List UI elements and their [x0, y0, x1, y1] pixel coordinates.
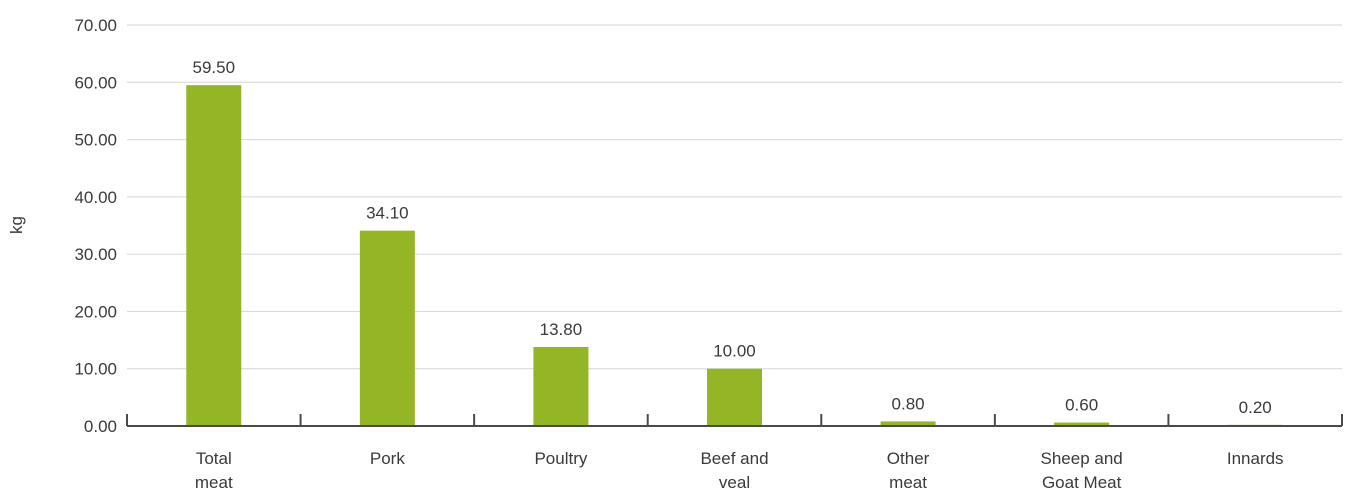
- bar: [359, 230, 415, 426]
- bar: [186, 85, 242, 427]
- gridlines: [127, 24, 1342, 370]
- bar: [880, 421, 936, 426]
- x-category-label: Beef and veal: [700, 449, 768, 492]
- x-category-label-line: meat: [195, 473, 233, 492]
- y-tick-label: 30.00: [74, 245, 117, 264]
- x-category-label-line: Innards: [1227, 449, 1284, 468]
- x-axis-ticks: [126, 414, 1343, 426]
- data-label: 0.60: [1065, 396, 1098, 415]
- data-labels: 59.50 34.10 13.80 10.00 0.80 0.60 0.20: [193, 58, 1272, 417]
- x-category-label: Innards: [1227, 449, 1284, 468]
- bar: [533, 346, 589, 426]
- y-axis-title: kg: [7, 216, 26, 234]
- y-tick-label: 40.00: [74, 188, 117, 207]
- x-category-label-line: Beef and: [700, 449, 768, 468]
- y-tick-label: 0.00: [84, 417, 117, 436]
- data-label: 59.50: [193, 58, 236, 77]
- x-category-label-line: veal: [719, 473, 750, 492]
- data-label: 0.80: [892, 394, 925, 413]
- x-category-label-line: Sheep and: [1041, 449, 1123, 468]
- x-category-label: Other meat: [887, 449, 930, 492]
- data-label: 0.20: [1239, 398, 1272, 417]
- data-label: 10.00: [713, 342, 756, 361]
- x-category-label: Pork: [370, 449, 405, 468]
- bar: [707, 368, 762, 426]
- y-tick-label: 60.00: [74, 73, 117, 92]
- bar: [1054, 422, 1110, 426]
- y-tick-label: 70.00: [74, 16, 117, 35]
- x-category-label-line: Total: [196, 449, 232, 468]
- x-category-label-line: meat: [889, 473, 927, 492]
- data-label: 13.80: [540, 320, 583, 339]
- x-category-label-line: Poultry: [534, 449, 587, 468]
- data-label: 34.10: [366, 204, 409, 223]
- y-tick-label: 50.00: [74, 131, 117, 150]
- y-tick-label: 20.00: [74, 302, 117, 321]
- x-category-label: Total meat: [195, 449, 233, 492]
- x-category-label: Sheep and Goat Meat: [1041, 449, 1123, 492]
- y-tick-label: 10.00: [74, 360, 117, 379]
- bars: [186, 85, 1283, 427]
- x-category-label-line: Pork: [370, 449, 405, 468]
- x-axis-category-labels: Total meat Pork Poultry Beef and veal Other mea…: [195, 449, 1284, 492]
- x-category-label: Poultry: [534, 449, 587, 468]
- y-axis-tick-labels: 0.00 10.00 20.00 30.00 40.00 50.00 60.00 70.00: [74, 16, 117, 436]
- x-category-label-line: Goat Meat: [1042, 473, 1122, 492]
- x-category-label-line: Other: [887, 449, 930, 468]
